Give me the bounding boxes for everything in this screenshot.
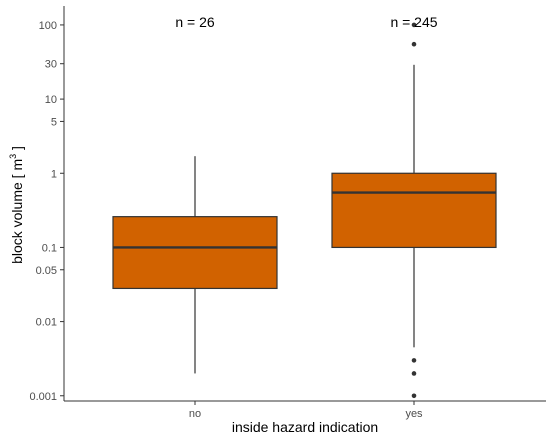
y-tick-label: 10 xyxy=(45,94,57,106)
outlier-point xyxy=(411,41,417,47)
outlier-point xyxy=(411,371,417,376)
outlier-point xyxy=(411,358,417,363)
outlier-point xyxy=(411,393,417,399)
y-tick-label: 5 xyxy=(51,116,57,128)
x-tick-label: yes xyxy=(405,408,423,420)
interquartile-box xyxy=(112,216,278,290)
sample-size-annotations: n = 26 n = 245 xyxy=(175,14,437,30)
y-tick-label: 1 xyxy=(51,168,57,180)
y-tick-label: 0.01 xyxy=(36,317,57,329)
box-no xyxy=(112,156,278,374)
sample-size-label: n = 26 xyxy=(175,14,215,30)
y-tick-label: 0.05 xyxy=(36,265,57,277)
interquartile-box xyxy=(331,172,497,249)
y-axis-title-superscript: 3 xyxy=(8,154,18,159)
x-axis-title: inside hazard indication xyxy=(232,419,378,435)
x-axis: no yes xyxy=(64,400,546,420)
y-tick-label: 30 xyxy=(45,59,57,71)
y-tick-label: 100 xyxy=(39,20,57,32)
y-tick-label: 0.1 xyxy=(42,242,57,254)
box-yes xyxy=(331,22,497,399)
x-tick-label: no xyxy=(189,408,201,420)
sample-size-label: n = 245 xyxy=(390,14,437,30)
y-tick-label: 0.001 xyxy=(29,391,57,403)
y-axis-title: block volume [ m3 ] xyxy=(8,146,25,264)
y-axis-title-suffix: ] xyxy=(9,146,25,154)
box-group xyxy=(112,22,497,399)
y-axis: 0.001 0.01 0.05 0.1 1 5 10 30 100 xyxy=(29,6,65,403)
outlier-point xyxy=(411,22,417,28)
